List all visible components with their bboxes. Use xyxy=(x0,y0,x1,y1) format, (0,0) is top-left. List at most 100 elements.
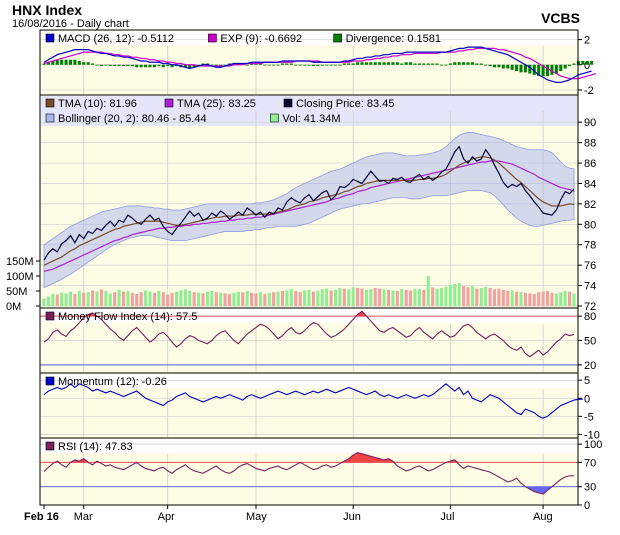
macd-divergence-bar xyxy=(369,62,373,65)
volume-bar xyxy=(108,293,112,306)
volume-bar xyxy=(113,292,117,306)
macd-divergence-bar xyxy=(214,64,218,67)
volume-bar xyxy=(130,292,134,306)
macd-legend-bar xyxy=(41,31,577,45)
macd-divergence-bar xyxy=(501,64,505,69)
volume-bar xyxy=(236,291,240,306)
macd-divergence-bar xyxy=(333,64,338,66)
volume-bar xyxy=(386,289,391,306)
macd-divergence-bar xyxy=(77,60,81,65)
macd-divergence-bar xyxy=(382,62,386,65)
macd-divergence-bar xyxy=(130,64,134,67)
macd-divergence-bar xyxy=(166,64,170,67)
macd-divergence-bar xyxy=(205,63,209,65)
price-row1-legend-swatch-0 xyxy=(45,98,55,108)
volume-bar xyxy=(466,287,470,306)
volume-bar xyxy=(515,291,519,306)
macd-divergence-bar xyxy=(108,64,112,67)
macd-divergence-bar xyxy=(519,64,523,73)
volume-bar xyxy=(506,291,510,306)
macd-divergence-bar xyxy=(298,64,302,66)
price-ytick-label-8: 74 xyxy=(584,281,596,293)
macd-divergence-bar xyxy=(426,63,430,65)
volume-bar xyxy=(378,288,382,306)
macd-divergence-bar xyxy=(342,63,346,65)
volume-bar xyxy=(166,294,170,306)
mfi-ytick-label-1: 50 xyxy=(584,336,596,348)
volume-bar xyxy=(263,294,267,306)
macd-divergence-bar xyxy=(263,64,267,66)
volume-bar xyxy=(559,292,563,306)
volume-bar xyxy=(528,293,532,306)
macd-divergence-bar xyxy=(60,59,64,65)
macd-divergence-bar xyxy=(484,64,488,66)
tma25-line xyxy=(43,160,575,272)
macd-divergence-bar xyxy=(431,63,435,65)
volume-bar xyxy=(316,291,320,306)
macd-divergence-bar xyxy=(506,64,510,69)
macd-divergence-bar xyxy=(581,60,585,65)
macd-divergence-bar xyxy=(104,64,108,66)
momentum-line xyxy=(43,383,583,419)
x-tick-label-2: Apr xyxy=(158,511,175,523)
volume-bar xyxy=(183,289,187,306)
macd-divergence-bar xyxy=(316,64,320,67)
macd-divergence-bar xyxy=(448,63,452,65)
volume-bar xyxy=(320,289,324,306)
volume-bar xyxy=(439,288,444,306)
macd-exp-line xyxy=(43,47,597,80)
macd-divergence-bar xyxy=(356,62,360,65)
momentum-legend-label-0: Momentum (12): -0.26 xyxy=(58,376,167,388)
volume-bar xyxy=(369,289,373,306)
macd-divergence-bar xyxy=(347,63,351,65)
macd-divergence-bar xyxy=(174,64,179,67)
rsi-legend-bar xyxy=(41,439,577,453)
volume-bar xyxy=(413,288,417,306)
macd-divergence-bar xyxy=(329,64,333,66)
volume-bar xyxy=(42,298,46,306)
macd-divergence-bar xyxy=(121,64,126,67)
volume-bar xyxy=(60,292,64,306)
volume-bar xyxy=(347,289,351,306)
volume-bar xyxy=(161,292,165,306)
volume-bar xyxy=(523,292,527,306)
macd-divergence-bar xyxy=(466,62,470,65)
volume-bar xyxy=(289,289,293,306)
volume-bar xyxy=(510,290,514,306)
volume-bar xyxy=(422,289,426,306)
price-ytick-label-1: 88 xyxy=(584,138,596,150)
volume-bar xyxy=(360,288,364,306)
volume-bar xyxy=(77,291,81,306)
x-tick-label-6: Aug xyxy=(533,511,553,523)
macd-divergence-bar xyxy=(289,63,293,65)
macd-divergence-bar xyxy=(404,62,408,65)
volume-bar xyxy=(210,291,214,306)
macd-divergence-bar xyxy=(435,63,439,65)
volume-bar xyxy=(241,292,245,306)
momentum-legend-bar xyxy=(41,374,577,388)
volume-bar xyxy=(356,288,360,306)
volume-tick-label-2: 50M xyxy=(6,286,27,298)
price-ytick-label-5: 80 xyxy=(584,219,596,231)
macd-divergence-bar xyxy=(360,62,364,65)
price-ytick-label-0: 90 xyxy=(584,117,596,129)
volume-tick-label-1: 100M xyxy=(6,271,34,283)
macd-divergence-bar xyxy=(170,64,174,68)
macd-divergence-bar xyxy=(64,59,68,65)
mfi-ytick-label-2: 20 xyxy=(584,360,596,372)
volume-bar xyxy=(298,292,302,306)
macd-legend-swatch-1 xyxy=(208,33,217,43)
macd-divergence-bar xyxy=(232,63,236,65)
macd-divergence-bar xyxy=(144,64,148,68)
macd-divergence-bar xyxy=(188,64,192,69)
volume-bar xyxy=(280,291,285,306)
macd-divergence-bar xyxy=(545,64,550,77)
macd-divergence-bar xyxy=(55,59,59,65)
volume-bar xyxy=(342,288,346,306)
macd-divergence-bar xyxy=(590,60,594,65)
macd-divergence-bar xyxy=(400,63,404,65)
volume-bar xyxy=(409,290,413,306)
macd-divergence-bar xyxy=(267,64,271,66)
price-row1-legend-swatch-1 xyxy=(164,98,174,108)
